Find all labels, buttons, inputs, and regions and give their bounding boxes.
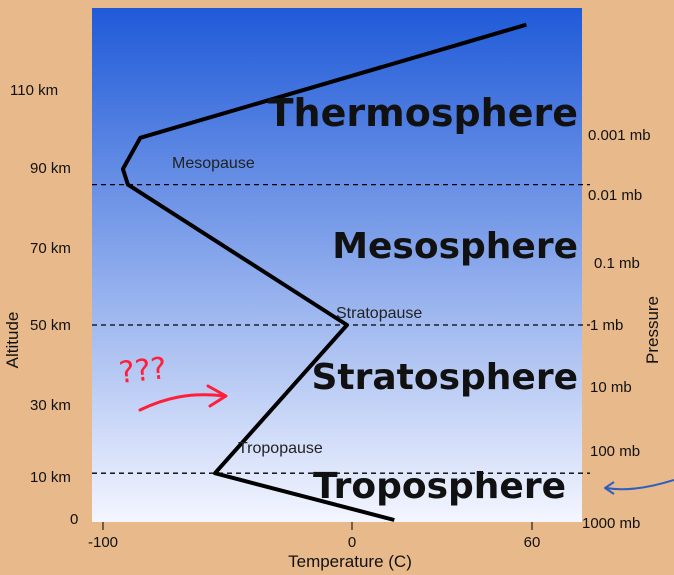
handwritten-arrowhead-icon (206, 384, 228, 408)
altitude-tick-90: 90 km (30, 160, 71, 177)
right-axis-title: Pressure (643, 296, 662, 364)
pressure-tick-0-01: 0.01 mb (588, 187, 642, 204)
pressure-tick-100: 100 mb (590, 443, 640, 460)
altitude-tick-10: 10 km (30, 469, 71, 486)
header-strip (0, 0, 674, 8)
blue-pointer-arrow-line-icon (605, 479, 674, 491)
temperature-tick-60: 60 (524, 534, 541, 551)
altitude-tick-110: 110 km (10, 82, 58, 99)
pressure-tick-1000: 1000 mb (582, 515, 640, 532)
altitude-tick-0: 0 (70, 511, 78, 528)
layer-boundaries (92, 183, 590, 474)
pause-label-mesopause: Mesopause (172, 155, 255, 172)
layer-label-mesosphere: Mesosphere (332, 226, 578, 267)
left-axis-title: Altitude (3, 312, 22, 369)
blue-pointer-arrowhead-icon (604, 481, 615, 495)
handwritten-arrow-icon (138, 393, 226, 412)
pressure-tick-1: 1 mb (590, 317, 623, 334)
pressure-tick-0-1: 0.1 mb (594, 255, 640, 272)
layer-label-troposphere: Troposphere (313, 466, 566, 507)
pause-label-tropopause: Tropopause (238, 440, 323, 457)
blue-pointer-arrow (604, 479, 674, 495)
sky-plot-area (92, 8, 582, 522)
temperature-tick-neg100: -100 (88, 534, 118, 551)
pause-label-stratopause: Stratopause (336, 305, 422, 322)
pressure-tick-10: 10 mb (590, 379, 632, 396)
handwritten-question-marks: ??? (117, 351, 168, 391)
layer-label-thermosphere: Thermosphere (268, 91, 578, 135)
altitude-tick-30: 30 km (30, 397, 71, 414)
pressure-tick-0-001: 0.001 mb (588, 127, 651, 144)
x-axis-title: Temperature (C) (288, 552, 412, 571)
altitude-tick-70: 70 km (30, 240, 71, 257)
temperature-tick-0: 0 (348, 534, 356, 551)
altitude-tick-50: 50 km (30, 317, 71, 334)
layer-label-stratosphere: Stratosphere (311, 357, 578, 398)
handwritten-annotation: ??? (117, 351, 228, 412)
temperature-profile-line (120, 22, 527, 522)
